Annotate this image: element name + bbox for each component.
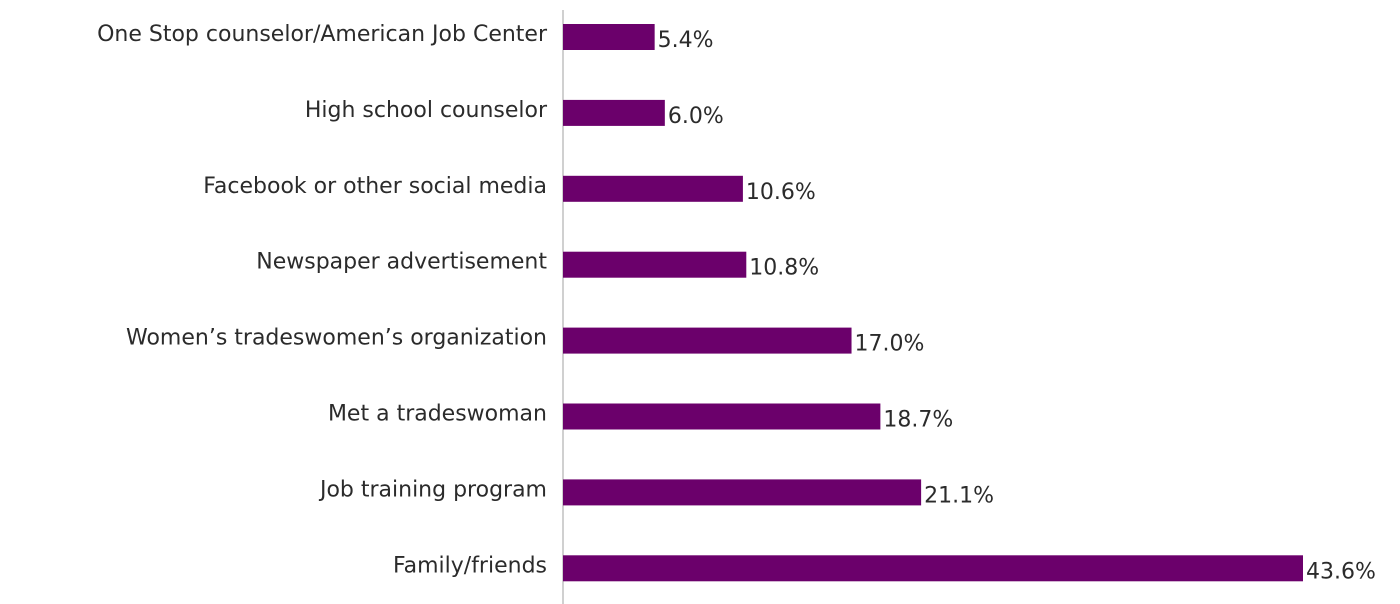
bar (563, 555, 1303, 582)
value-label: 5.4% (658, 28, 714, 53)
category-label: Newspaper advertisement (256, 250, 547, 275)
category-label: One Stop counselor/American Job Center (97, 22, 548, 47)
bar (563, 175, 743, 202)
bar (563, 251, 747, 278)
bar (563, 479, 922, 506)
value-label: 10.6% (746, 180, 816, 205)
value-label: 18.7% (883, 408, 953, 433)
category-label: Women’s tradeswomen’s organization (126, 326, 547, 351)
value-label: 21.1% (924, 483, 994, 508)
category-label: High school counselor (305, 98, 548, 123)
bar (563, 99, 665, 126)
bar (563, 24, 655, 50)
bar (563, 403, 881, 430)
category-label: Met a tradeswoman (328, 402, 547, 427)
value-label: 10.8% (749, 256, 819, 281)
value-label: 6.0% (668, 104, 724, 129)
category-label: Family/friends (393, 553, 547, 578)
category-label: Job training program (318, 477, 547, 502)
bar (563, 327, 852, 354)
category-label: Facebook or other social media (203, 174, 547, 199)
value-label: 17.0% (855, 332, 925, 357)
value-label: 43.6% (1306, 559, 1376, 584)
